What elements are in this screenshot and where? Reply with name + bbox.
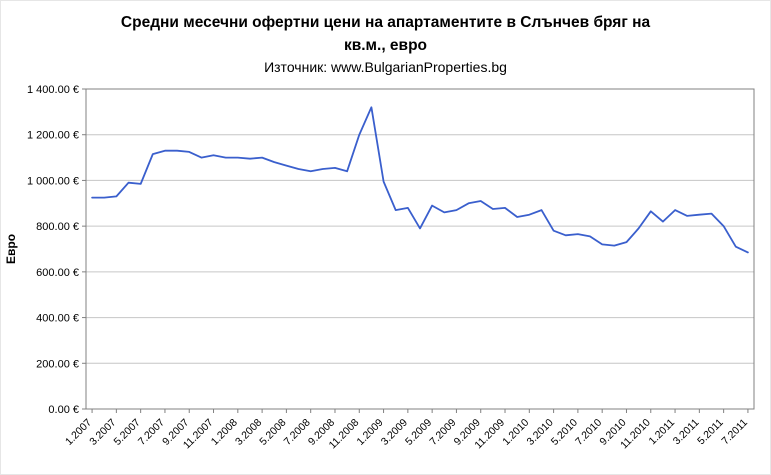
x-tick-label: 7.2009 — [427, 417, 458, 448]
x-tick-label: 7.2011 — [719, 417, 750, 448]
y-tick-label: 600.00 € — [36, 267, 79, 279]
chart-title: Средни месечни офертни цени на апартамен… — [1, 11, 770, 57]
x-tick-label: 1.2010 — [500, 417, 531, 448]
y-tick-label: 400.00 € — [36, 313, 79, 325]
x-tick-label: 5.2007 — [112, 417, 143, 448]
y-tick-label: 0.00 € — [48, 404, 79, 416]
x-tick-label: 5.2009 — [403, 417, 434, 448]
x-tick-label: 3.2007 — [87, 417, 118, 448]
x-tick-label: 3.2010 — [525, 417, 556, 448]
x-tick-label: 1.2007 — [63, 417, 94, 448]
chart-title-line-1: Средни месечни офертни цени на апартамен… — [120, 14, 651, 31]
plot-area — [86, 89, 754, 409]
x-tick-label: 1.2008 — [209, 417, 240, 448]
y-tick-label: 200.00 € — [36, 358, 79, 370]
y-tick-label: 800.00 € — [36, 221, 79, 233]
x-tick-label: 7.2008 — [282, 417, 313, 448]
x-tick-label: 5.2011 — [695, 417, 726, 448]
x-tick-label: 5.2008 — [257, 417, 288, 448]
chart-title-line-2: кв.м., евро — [343, 37, 428, 54]
line-chart: 0.00 € 200.00 € 400.00 € 600.00 € 800.00 € 1 … — [4, 84, 755, 451]
x-tick-label: 7.2010 — [573, 417, 604, 448]
y-tick-label: 1 200.00 € — [27, 130, 79, 142]
x-tick-label: 3.2008 — [233, 417, 264, 448]
x-tick-label: 1.2009 — [354, 417, 385, 448]
x-tick-label: 7.2007 — [136, 417, 167, 448]
x-tick-label: 3.2011 — [671, 417, 702, 448]
plot-border — [85, 88, 755, 410]
price-line — [91, 106, 749, 254]
y-axis-title: Евро — [4, 234, 18, 264]
chart-source: Източник: www.BulgarianProperties.bg — [264, 59, 507, 75]
x-tick-label: 1.2011 — [647, 417, 678, 448]
y-tick-label: 1 000.00 € — [27, 175, 79, 187]
x-tick-label: 5.2010 — [549, 417, 580, 448]
y-tick-label: 1 400.00 € — [27, 84, 79, 96]
x-tick-label: 3.2009 — [379, 417, 410, 448]
